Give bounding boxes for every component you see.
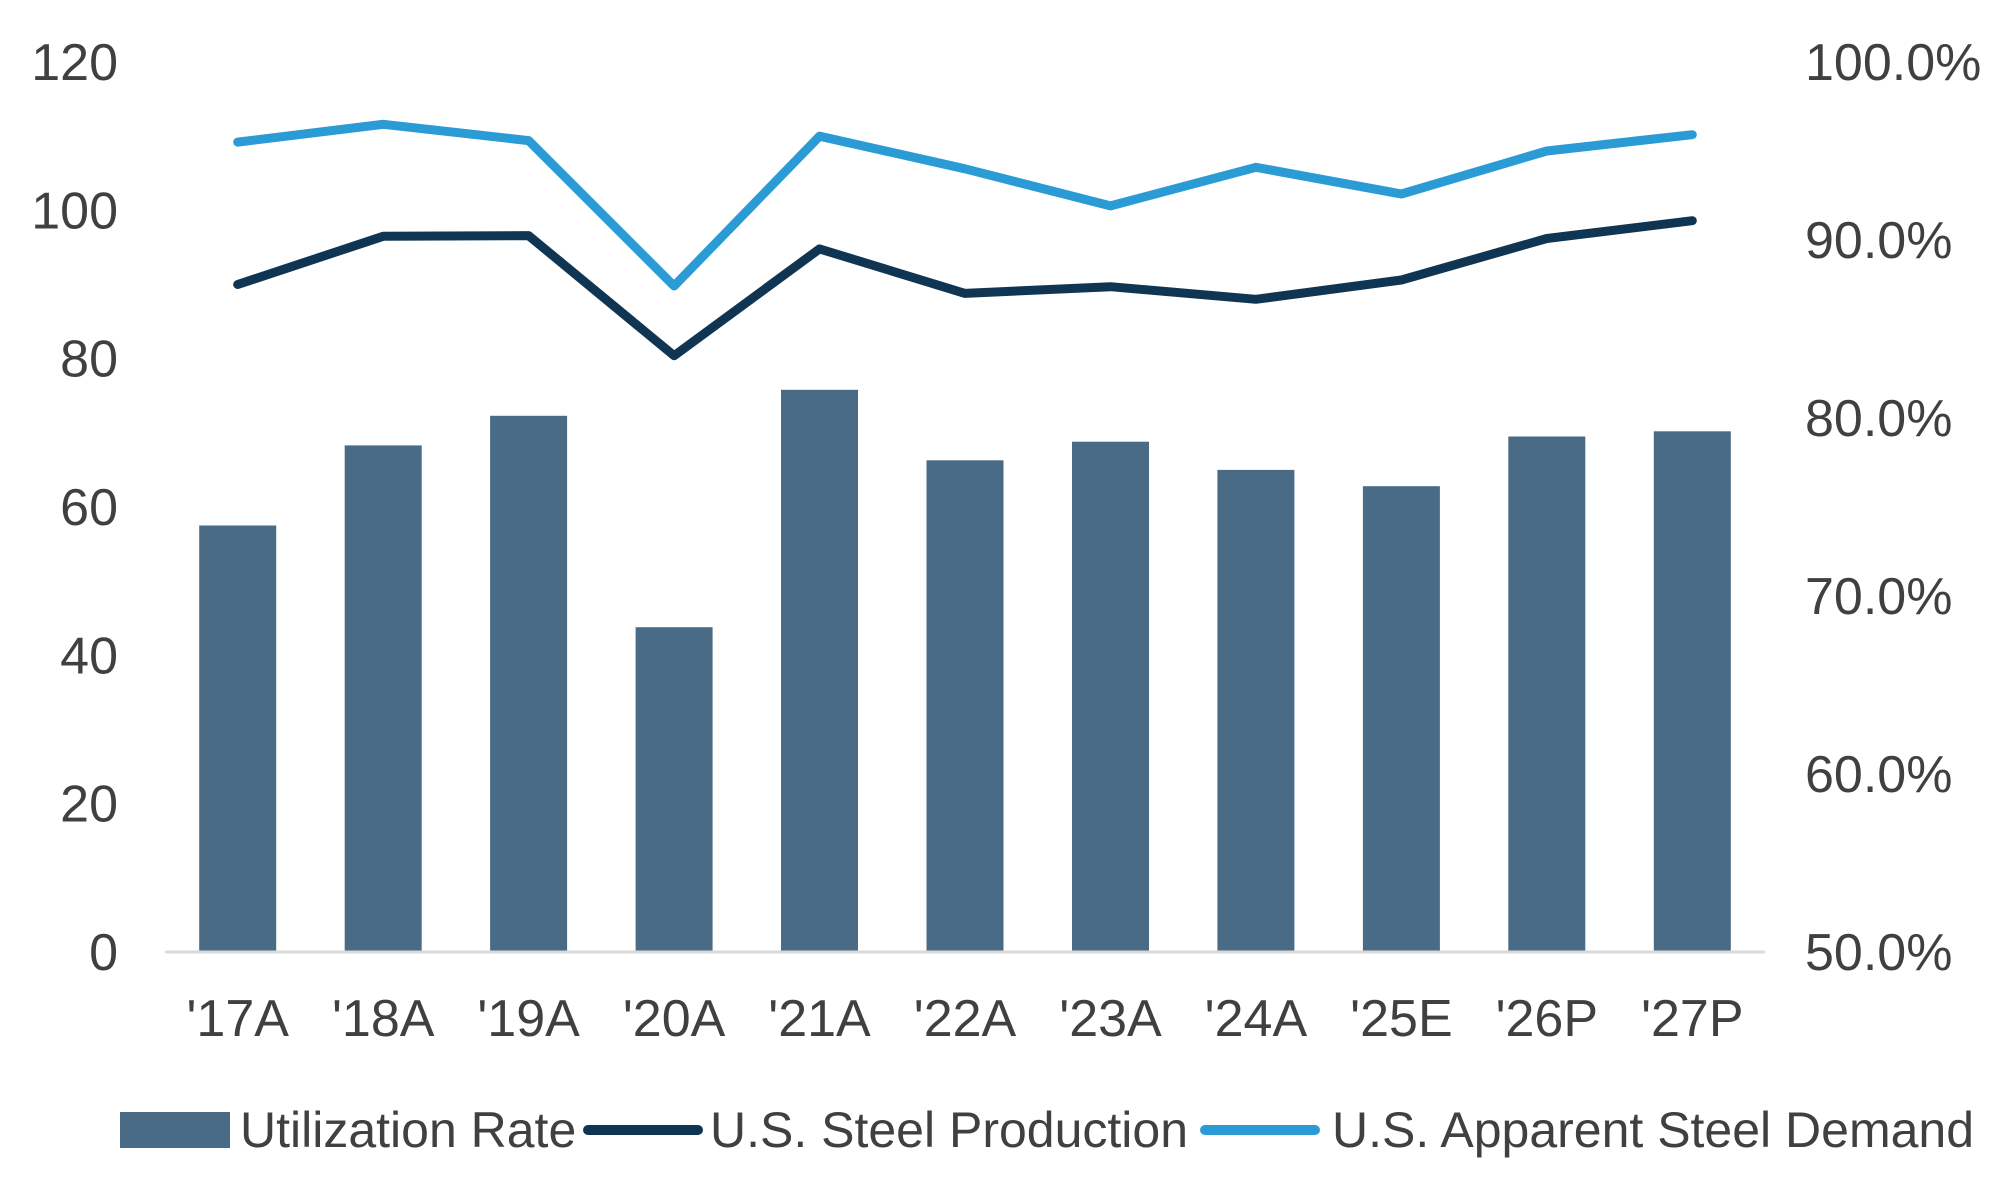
legend-label-u-s-steel-production: U.S. Steel Production: [710, 1102, 1188, 1158]
bar-utilization-rate-6: [1072, 441, 1149, 952]
x-tick-label: '23A: [1059, 990, 1162, 1048]
bar-utilization-rate-10: [1653, 431, 1731, 952]
bar-utilization-rate-1: [344, 445, 422, 952]
left-tick-label: 80: [60, 331, 118, 389]
x-tick-label: '26P: [1496, 990, 1598, 1048]
left-tick-label: 120: [31, 34, 118, 92]
left-tick-label: 40: [60, 627, 118, 685]
line-series: [233, 119, 1697, 361]
line-u-s-apparent-steel-demand: [233, 119, 1697, 291]
line-u-s-steel-production: [233, 216, 1697, 361]
left-tick-label: 60: [60, 479, 118, 537]
left-tick-label: 0: [89, 924, 118, 982]
x-tick-label: '25E: [1350, 990, 1452, 1048]
right-tick-label: 70.0%: [1805, 568, 1952, 626]
x-tick-label: '20A: [623, 990, 726, 1048]
right-tick-label: 50.0%: [1805, 924, 1952, 982]
right-tick-label: 80.0%: [1805, 390, 1952, 448]
left-axis: 0 20 40 60 80 100 120: [31, 34, 118, 982]
bar-utilization-rate-9: [1508, 436, 1586, 952]
x-tick-label: '18A: [332, 990, 435, 1048]
right-tick-label: 60.0%: [1805, 746, 1952, 804]
bar-utilization-rate-3: [635, 627, 713, 952]
x-tick-label: '24A: [1205, 990, 1308, 1048]
legend-swatch-utilization-rate: [120, 1112, 230, 1148]
legend-label-u-s-apparent-steel-demand: U.S. Apparent Steel Demand: [1332, 1102, 1974, 1158]
left-tick-label: 20: [60, 776, 118, 834]
x-tick-label: '21A: [768, 990, 871, 1048]
right-tick-label: 100.0%: [1805, 34, 1981, 92]
bar-series: [199, 389, 1731, 952]
x-tick-label: '19A: [477, 990, 580, 1048]
x-axis: '17A '18A '19A '20A '21A '22A '23A '24A '25E '26P…: [186, 990, 1743, 1048]
bar-utilization-rate-8: [1362, 486, 1440, 952]
legend: Utilization Rate U.S. Steel Production U.S…: [120, 1102, 1974, 1158]
bar-utilization-rate-7: [1217, 469, 1295, 952]
x-tick-label: '27P: [1641, 990, 1743, 1048]
x-tick-label: '22A: [914, 990, 1017, 1048]
x-tick-label: '17A: [186, 990, 289, 1048]
bar-utilization-rate-0: [199, 525, 277, 952]
right-axis: 50.0% 60.0% 70.0% 80.0% 90.0% 100.0%: [1805, 34, 1981, 982]
right-tick-label: 90.0%: [1805, 212, 1952, 270]
bar-utilization-rate-2: [490, 415, 568, 952]
bar-utilization-rate-4: [781, 389, 858, 952]
bar-utilization-rate-5: [926, 460, 1004, 952]
left-tick-label: 100: [31, 182, 118, 240]
legend-label-utilization-rate: Utilization Rate: [240, 1102, 576, 1158]
